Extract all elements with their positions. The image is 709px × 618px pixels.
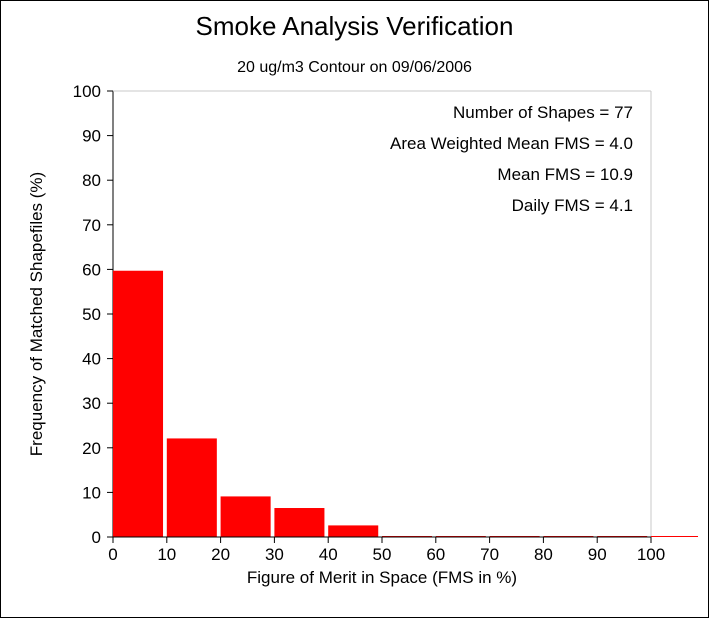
x-tick-label-1: 10 [157,545,176,564]
x-axis-label: Figure of Merit in Space (FMS in %) [246,568,518,587]
x-tick-label-8: 80 [534,545,553,564]
y-tick-label-1: 10 [82,483,101,502]
y-tick-label-3: 30 [82,394,101,413]
stat-annotation-3: Daily FMS = 4.1 [512,196,633,215]
x-tick-label-3: 30 [265,545,284,564]
x-tick-label-7: 70 [480,545,499,564]
x-tick-label-5: 50 [373,545,392,564]
y-tick-label-4: 40 [82,350,101,369]
stat-annotation-2: Mean FMS = 10.9 [497,165,633,184]
y-tick-label-2: 20 [82,439,101,458]
stat-annotation-1: Area Weighted Mean FMS = 4.0 [390,134,633,153]
histogram-bar-0 [113,270,164,537]
y-tick-label-8: 80 [82,171,101,190]
stat-annotation-0: Number of Shapes = 77 [453,103,633,122]
y-tick-label-10: 100 [73,82,101,101]
histogram-bar-1 [166,438,217,537]
histogram-bar-2 [220,496,271,537]
y-tick-label-6: 60 [82,260,101,279]
histogram-bar-3 [274,508,325,537]
x-tick-label-4: 40 [319,545,338,564]
histogram-bar-4 [328,525,379,537]
chart-subtitle: 20 ug/m3 Contour on 09/06/2006 [237,59,472,76]
y-tick-label-7: 70 [82,216,101,235]
x-tick-label-6: 60 [426,545,445,564]
x-tick-label-10: 100 [637,545,665,564]
chart-title: Smoke Analysis Verification [195,11,514,41]
x-tick-label-9: 90 [588,545,607,564]
x-tick-label-2: 20 [211,545,230,564]
y-tick-label-9: 90 [82,127,101,146]
y-tick-label-5: 50 [82,305,101,324]
x-tick-label-0: 0 [108,545,117,564]
y-tick-label-0: 0 [92,528,101,547]
